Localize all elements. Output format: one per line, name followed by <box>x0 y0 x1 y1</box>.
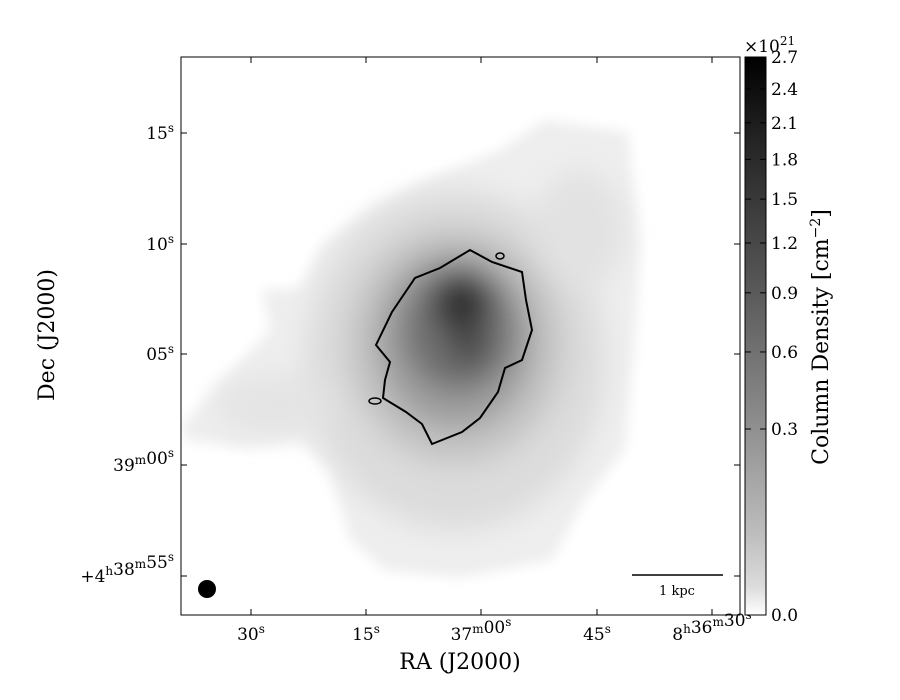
x-tick-label: 45s <box>583 622 611 645</box>
colorbar-tick-label: 0.9 <box>771 284 798 304</box>
colorbar-ticks: 0.0 0.3 0.6 0.9 1.2 1.5 1.8 2.1 2.4 2.7 <box>745 48 798 626</box>
contour-island <box>368 397 382 405</box>
y-tick-label: 15s <box>146 121 174 144</box>
colorbar-tick-label: 2.7 <box>771 48 798 68</box>
colorbar-offset: ×1021 <box>744 34 795 57</box>
scale-bar-label: 1 kpc <box>659 584 695 599</box>
colorbar-tick-label: 1.2 <box>771 234 798 254</box>
x-axis-label: RA (J2000) <box>399 650 520 675</box>
y-ticks: 15s 10s 05s 39m00s +4h38m55s <box>80 121 740 587</box>
contour-island <box>495 252 505 260</box>
colorbar-tick-label: 0.3 <box>771 420 798 440</box>
colorbar-gradient <box>744 56 767 616</box>
colorbar-tick-label: 2.4 <box>771 80 798 100</box>
beam-circle <box>198 580 216 598</box>
y-tick-label: +4h38m55s <box>80 550 174 587</box>
colorbar-tick-label: 0.6 <box>771 343 798 363</box>
colorbar: 0.0 0.3 0.6 0.9 1.2 1.5 1.8 2.1 2.4 2.7 ×1021 Col… <box>744 34 834 626</box>
colorbar-tick-label: 1.5 <box>771 190 798 210</box>
y-axis-label: Dec (J2000) <box>35 269 60 401</box>
y-tick-label: 39m00s <box>113 446 174 476</box>
colorbar-tick-label: 2.1 <box>771 114 798 134</box>
column-density-map <box>182 120 640 578</box>
x-tick-label: 30s <box>237 622 265 645</box>
plot-area <box>180 56 741 616</box>
x-ticks: 30s15s37m00s45s8h36m30s <box>237 57 752 645</box>
density-contour <box>374 248 534 446</box>
colorbar-tick-label: 1.8 <box>771 150 798 170</box>
scale-bar: 1 kpc <box>632 574 723 599</box>
plot-frame <box>180 56 741 616</box>
y-tick-label: 10s <box>146 232 174 255</box>
x-tick-label: 15s <box>352 622 380 645</box>
colorbar-tick-label: 0.0 <box>771 606 798 626</box>
colorbar-label: Column Density [cm−2] <box>808 209 834 465</box>
y-tick-label: 05s <box>146 342 174 365</box>
x-tick-label: 37m00s <box>451 615 512 645</box>
